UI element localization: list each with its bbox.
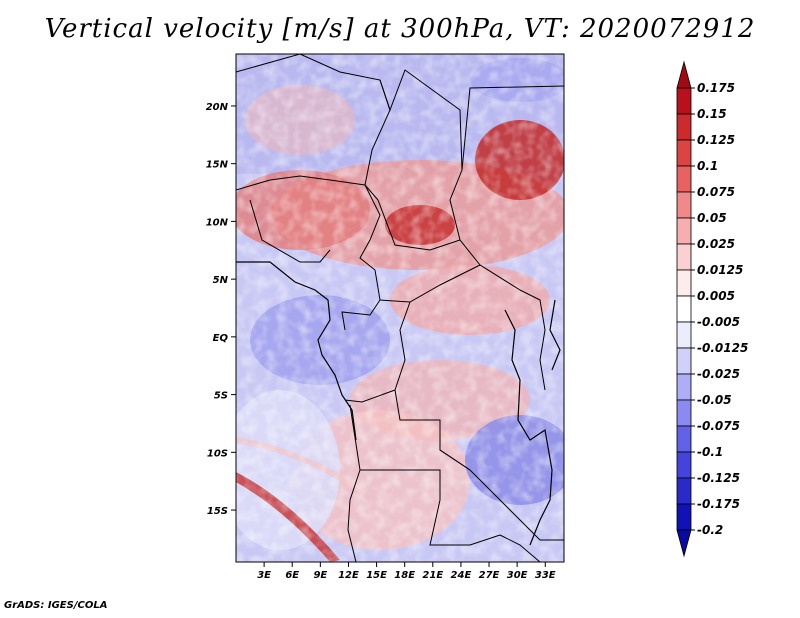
lat-tick-label: 15S	[207, 506, 228, 517]
colorbar-swatch	[676, 269, 692, 297]
colorbar-swatch	[676, 451, 692, 479]
colorbar-label: 0.005	[697, 289, 735, 303]
lat-tick-label: EQ	[213, 333, 229, 344]
colorbar-label: -0.075	[697, 419, 740, 433]
lon-tick-label: 30E	[507, 570, 528, 581]
colorbar-label: 0.175	[697, 81, 735, 95]
colorbar-swatch	[676, 243, 692, 271]
lat-tick-label: 10N	[206, 217, 229, 228]
colorbar-swatch	[676, 60, 692, 89]
lon-tick-label: 12E	[338, 570, 359, 581]
lon-tick-label: 6E	[285, 570, 299, 581]
lat-tick-label: 5S	[214, 391, 228, 402]
lat-tick-label: 20N	[206, 102, 229, 113]
map-frame	[235, 53, 565, 563]
colorbar-label: -0.125	[697, 471, 740, 485]
colorbar-label: -0.2	[697, 523, 723, 537]
colorbar-label: 0.15	[697, 107, 727, 121]
longitude-axis: 3E 6E 9E 12E 15E 18E 21E 24E 27E 30E 33E	[257, 562, 556, 581]
colorbar-swatch	[676, 321, 692, 349]
lon-tick-label: 21E	[422, 570, 443, 581]
colorbar-label: 0.075	[697, 185, 735, 199]
lon-tick-label: 24E	[451, 570, 472, 581]
colorbar-swatch	[676, 347, 692, 375]
map-title: Vertical velocity [m/s] at 300hPa, VT: 2…	[44, 14, 756, 44]
colorbar-swatch	[676, 373, 692, 401]
colorbar-label: -0.175	[697, 497, 740, 511]
colorbar-swatch	[676, 503, 692, 531]
colorbar-swatch	[676, 529, 692, 558]
velocity-field	[236, 54, 564, 562]
colorbar-label: -0.05	[697, 393, 732, 407]
lon-tick-label: 27E	[479, 570, 500, 581]
lon-tick-label: 33E	[535, 570, 556, 581]
colorbar-label: -0.0125	[697, 341, 748, 355]
coastline	[236, 261, 561, 546]
colorbar-swatch	[676, 165, 692, 193]
lat-tick-label: 10S	[207, 448, 228, 459]
colorbar-label: 0.05	[697, 211, 727, 225]
colorbar-label: -0.1	[697, 445, 723, 459]
colorbar-swatch	[676, 113, 692, 141]
lon-tick-label: 9E	[313, 570, 327, 581]
lon-tick-label: 15E	[366, 570, 387, 581]
colorbar-swatch	[676, 87, 692, 115]
colorbar-label: -0.025	[697, 367, 740, 381]
colorbar-label: -0.005	[697, 315, 740, 329]
country-borders	[236, 54, 564, 562]
credit-label: GrADS: IGES/COLA	[4, 600, 108, 611]
colorbar-swatch	[676, 217, 692, 245]
colorbar-swatch	[676, 191, 692, 219]
colorbar-swatch	[676, 425, 692, 453]
lon-tick-label: 3E	[257, 570, 271, 581]
lon-tick-label: 18E	[394, 570, 415, 581]
lat-tick-label: 5N	[213, 275, 229, 286]
colorbar-legend: 0.175 0.15 0.125 0.1 0.075 0.05 0.025 0.0125 0.0…	[676, 60, 748, 558]
latitude-axis: 20N 15N 10N 5N EQ 5S 10S 15S	[206, 102, 236, 517]
colorbar-label: 0.1	[697, 159, 718, 173]
colorbar-swatch	[676, 477, 692, 505]
colorbar-label: 0.0125	[697, 263, 743, 277]
colorbar-swatch	[676, 399, 692, 427]
colorbar-swatch	[676, 295, 692, 323]
colorbar-swatch	[676, 139, 692, 167]
lat-tick-label: 15N	[206, 160, 229, 171]
colorbar-label: 0.025	[697, 237, 735, 251]
colorbar-label: 0.125	[697, 133, 735, 147]
